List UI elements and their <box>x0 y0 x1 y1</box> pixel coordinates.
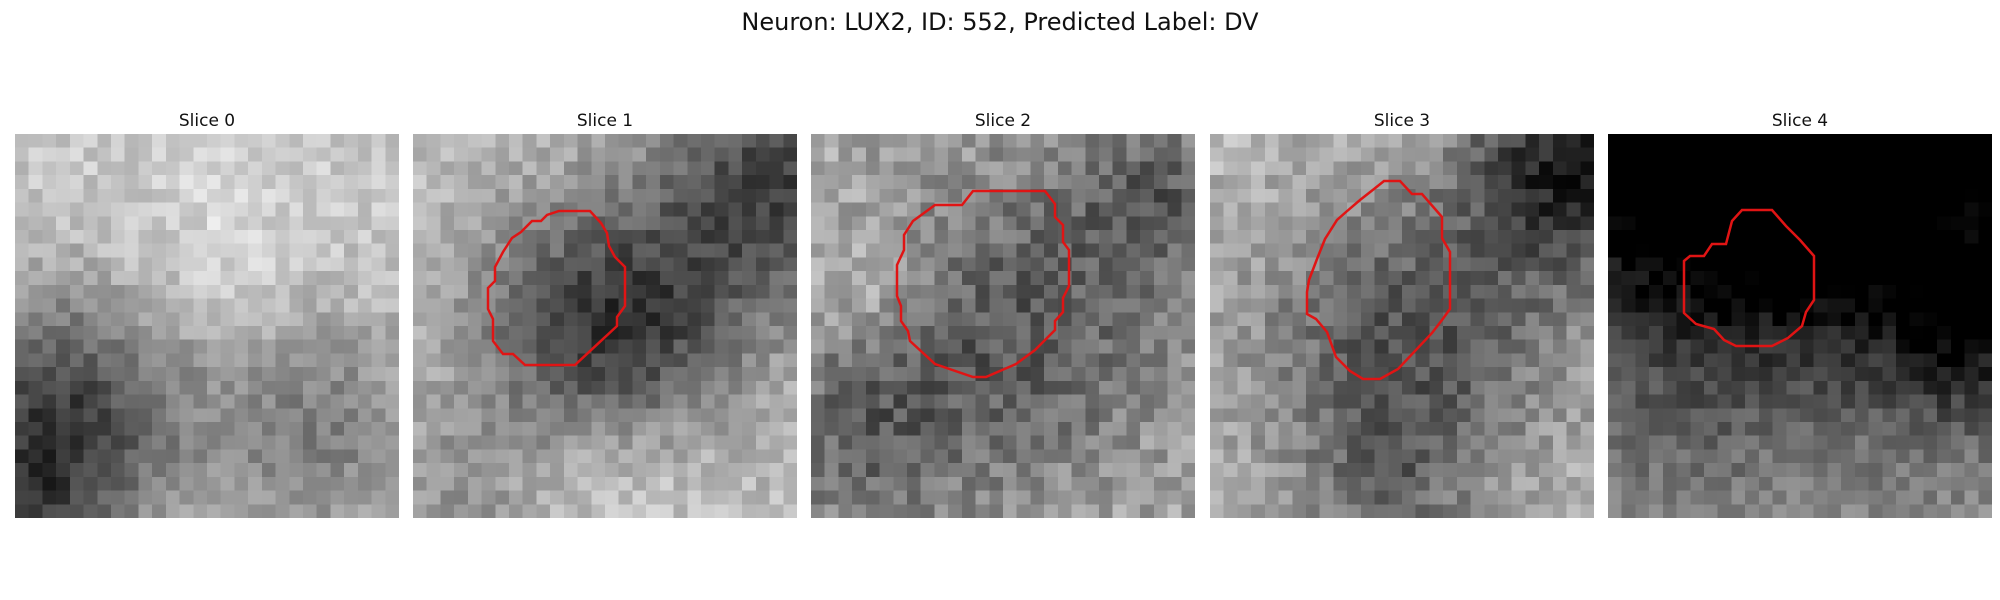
slice-image <box>1608 134 1992 518</box>
slice-title: Slice 0 <box>178 111 236 131</box>
slice-image <box>413 134 797 518</box>
slice-panel-1: Slice 1 <box>413 108 797 518</box>
slice-panel-0: Slice 0 <box>15 108 399 518</box>
slice-panel-2: Slice 2 <box>811 108 1195 518</box>
slice-panel-3: Slice 3 <box>1210 108 1594 518</box>
slice-panel-4: Slice 4 <box>1608 108 1992 518</box>
figure-title: Neuron: LUX2, ID: 552, Predicted Label: … <box>741 8 1259 36</box>
slice-title: Slice 4 <box>1771 111 1829 131</box>
slice-title: Slice 1 <box>576 111 634 131</box>
slice-title: Slice 3 <box>1373 111 1431 131</box>
slice-image <box>811 134 1195 518</box>
slice-image <box>15 134 399 518</box>
slice-image <box>1210 134 1594 518</box>
slice-title: Slice 2 <box>974 111 1032 131</box>
